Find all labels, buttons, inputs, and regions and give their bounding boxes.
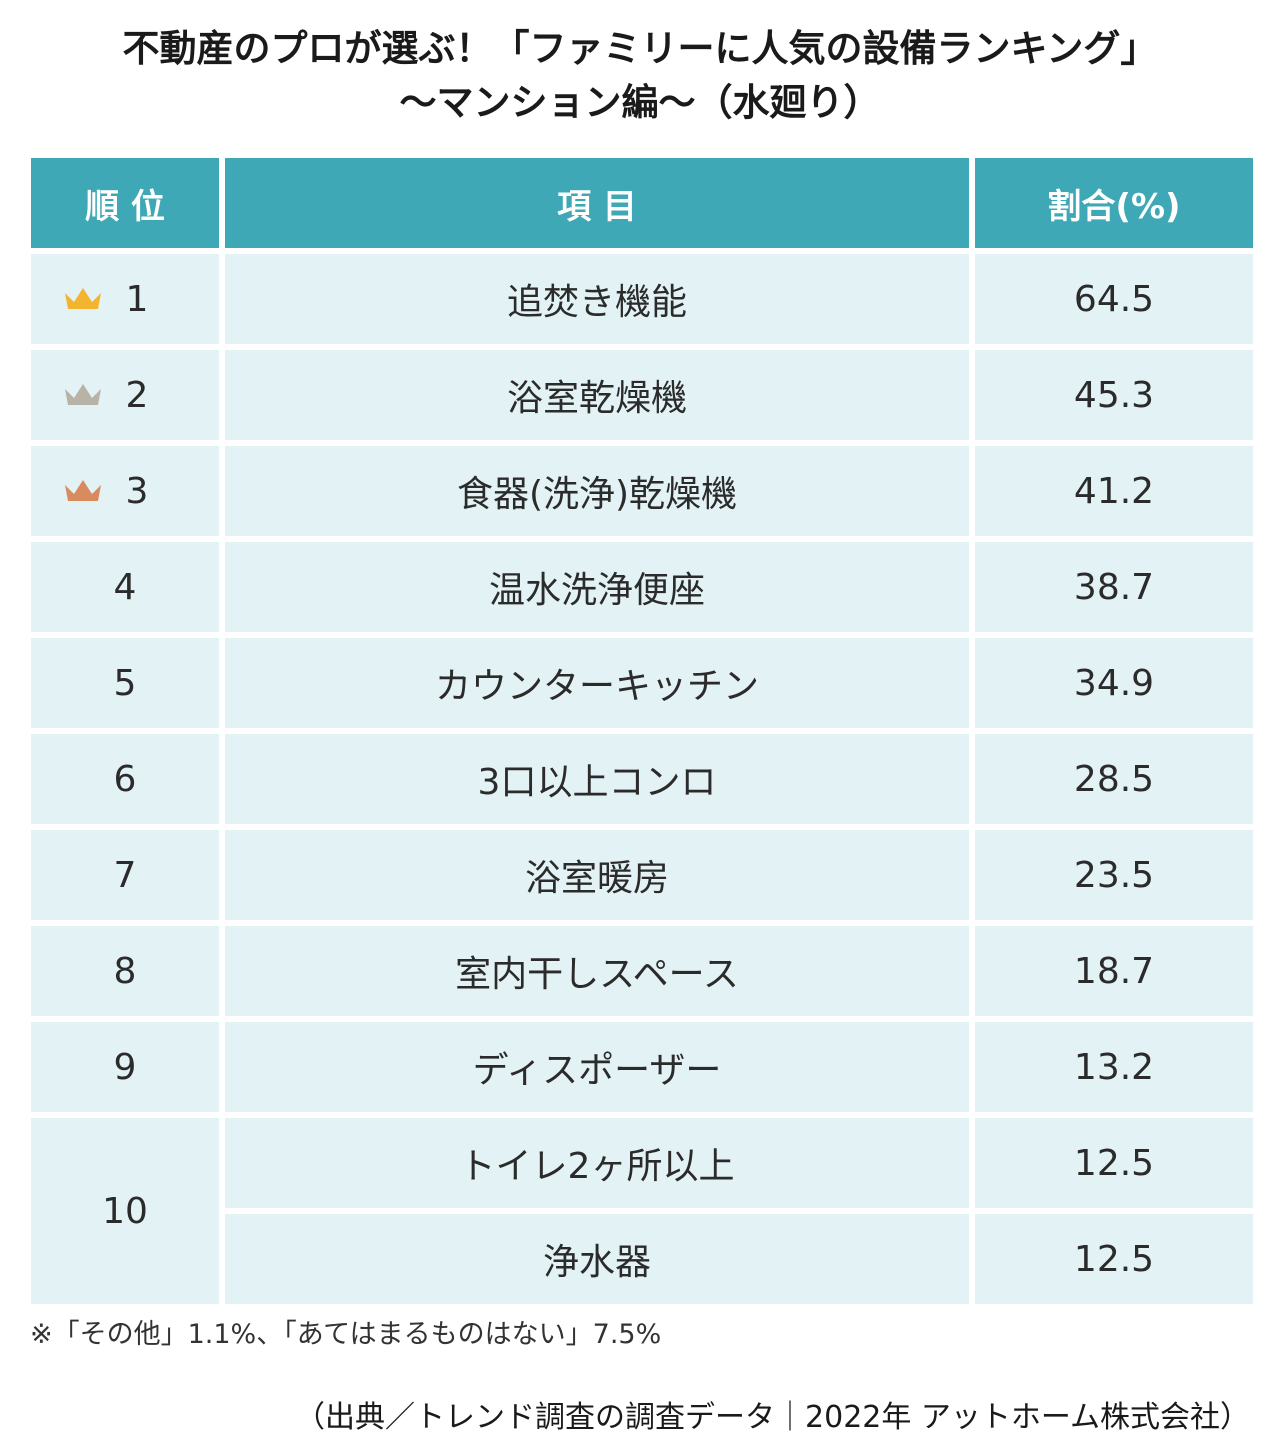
rank-number: 1 bbox=[125, 278, 149, 320]
table-row: 浄水器 12.5 bbox=[31, 1214, 1253, 1304]
table-row: 1 追焚き機能 64.5 bbox=[31, 254, 1253, 344]
percent-cell: 23.5 bbox=[975, 830, 1253, 920]
table-header: 順 位 項 目 割合(%) bbox=[31, 158, 1253, 248]
rank-cell: 4 bbox=[31, 542, 219, 632]
rank-cell: 9 bbox=[31, 1022, 219, 1112]
rank-cell: 10 bbox=[31, 1118, 219, 1304]
rank-cell: 7 bbox=[31, 830, 219, 920]
table-row: 4 温水洗浄便座 38.7 bbox=[31, 542, 1253, 632]
rank-cell: 8 bbox=[31, 926, 219, 1016]
gold-crown-icon bbox=[64, 288, 101, 309]
table-row-group: 10 bbox=[31, 1118, 1253, 1304]
rank-number: 2 bbox=[125, 374, 149, 416]
page-title: 不動産のプロが選ぶ！「ファミリーに人気の設備ランキング」 bbox=[122, 27, 1158, 70]
percent-cell: 41.2 bbox=[975, 446, 1253, 536]
bronze-crown-icon bbox=[64, 480, 101, 501]
table-row: 5 カウンターキッチン 34.9 bbox=[31, 638, 1253, 728]
item-cell: カウンターキッチン bbox=[225, 638, 969, 728]
rank-number: 3 bbox=[125, 470, 149, 512]
source-citation: （出典／トレンド調査の調査データ｜2022年 アットホーム株式会社） bbox=[295, 1400, 1250, 1435]
table-row: 7 浴室暖房 23.5 bbox=[31, 830, 1253, 920]
percent-cell: 13.2 bbox=[975, 1022, 1253, 1112]
rank-cell: 3 bbox=[31, 446, 219, 536]
rank-cell: 1 bbox=[31, 254, 219, 344]
rank-cell: 2 bbox=[31, 350, 219, 440]
header-item: 項 目 bbox=[225, 158, 969, 248]
table-row: 6 3口以上コンロ 28.5 bbox=[31, 734, 1253, 824]
table-row: トイレ2ヶ所以上 12.5 bbox=[31, 1118, 1253, 1208]
header-percent: 割合(%) bbox=[975, 158, 1253, 248]
item-cell: ディスポーザー bbox=[225, 1022, 969, 1112]
percent-cell: 12.5 bbox=[975, 1118, 1253, 1208]
item-cell: 室内干しスペース bbox=[225, 926, 969, 1016]
item-cell: 浴室乾燥機 bbox=[225, 350, 969, 440]
header-rank: 順 位 bbox=[31, 158, 219, 248]
percent-cell: 64.5 bbox=[975, 254, 1253, 344]
footnote: ※「その他」1.1%、「あてはまるものはない」7.5% bbox=[30, 1319, 662, 1350]
percent-cell: 28.5 bbox=[975, 734, 1253, 824]
percent-cell: 45.3 bbox=[975, 350, 1253, 440]
table-row: 3 食器(洗浄)乾燥機 41.2 bbox=[31, 446, 1253, 536]
item-cell: 追焚き機能 bbox=[225, 254, 969, 344]
item-cell: 3口以上コンロ bbox=[225, 734, 969, 824]
table-row: 2 浴室乾燥機 45.3 bbox=[31, 350, 1253, 440]
item-cell: 温水洗浄便座 bbox=[225, 542, 969, 632]
silver-crown-icon bbox=[64, 384, 101, 405]
percent-cell: 18.7 bbox=[975, 926, 1253, 1016]
rank-cell: 5 bbox=[31, 638, 219, 728]
item-cell: 食器(洗浄)乾燥機 bbox=[225, 446, 969, 536]
table-row: 9 ディスポーザー 13.2 bbox=[31, 1022, 1253, 1112]
rank-cell: 6 bbox=[31, 734, 219, 824]
percent-cell: 38.7 bbox=[975, 542, 1253, 632]
item-cell: 浴室暖房 bbox=[225, 830, 969, 920]
percent-cell: 12.5 bbox=[975, 1214, 1253, 1304]
item-cell: トイレ2ヶ所以上 bbox=[225, 1118, 969, 1208]
item-cell: 浄水器 bbox=[225, 1214, 969, 1304]
percent-cell: 34.9 bbox=[975, 638, 1253, 728]
table-row: 8 室内干しスペース 18.7 bbox=[31, 926, 1253, 1016]
page-subtitle: 〜マンション編〜（水廻り） bbox=[399, 81, 881, 124]
